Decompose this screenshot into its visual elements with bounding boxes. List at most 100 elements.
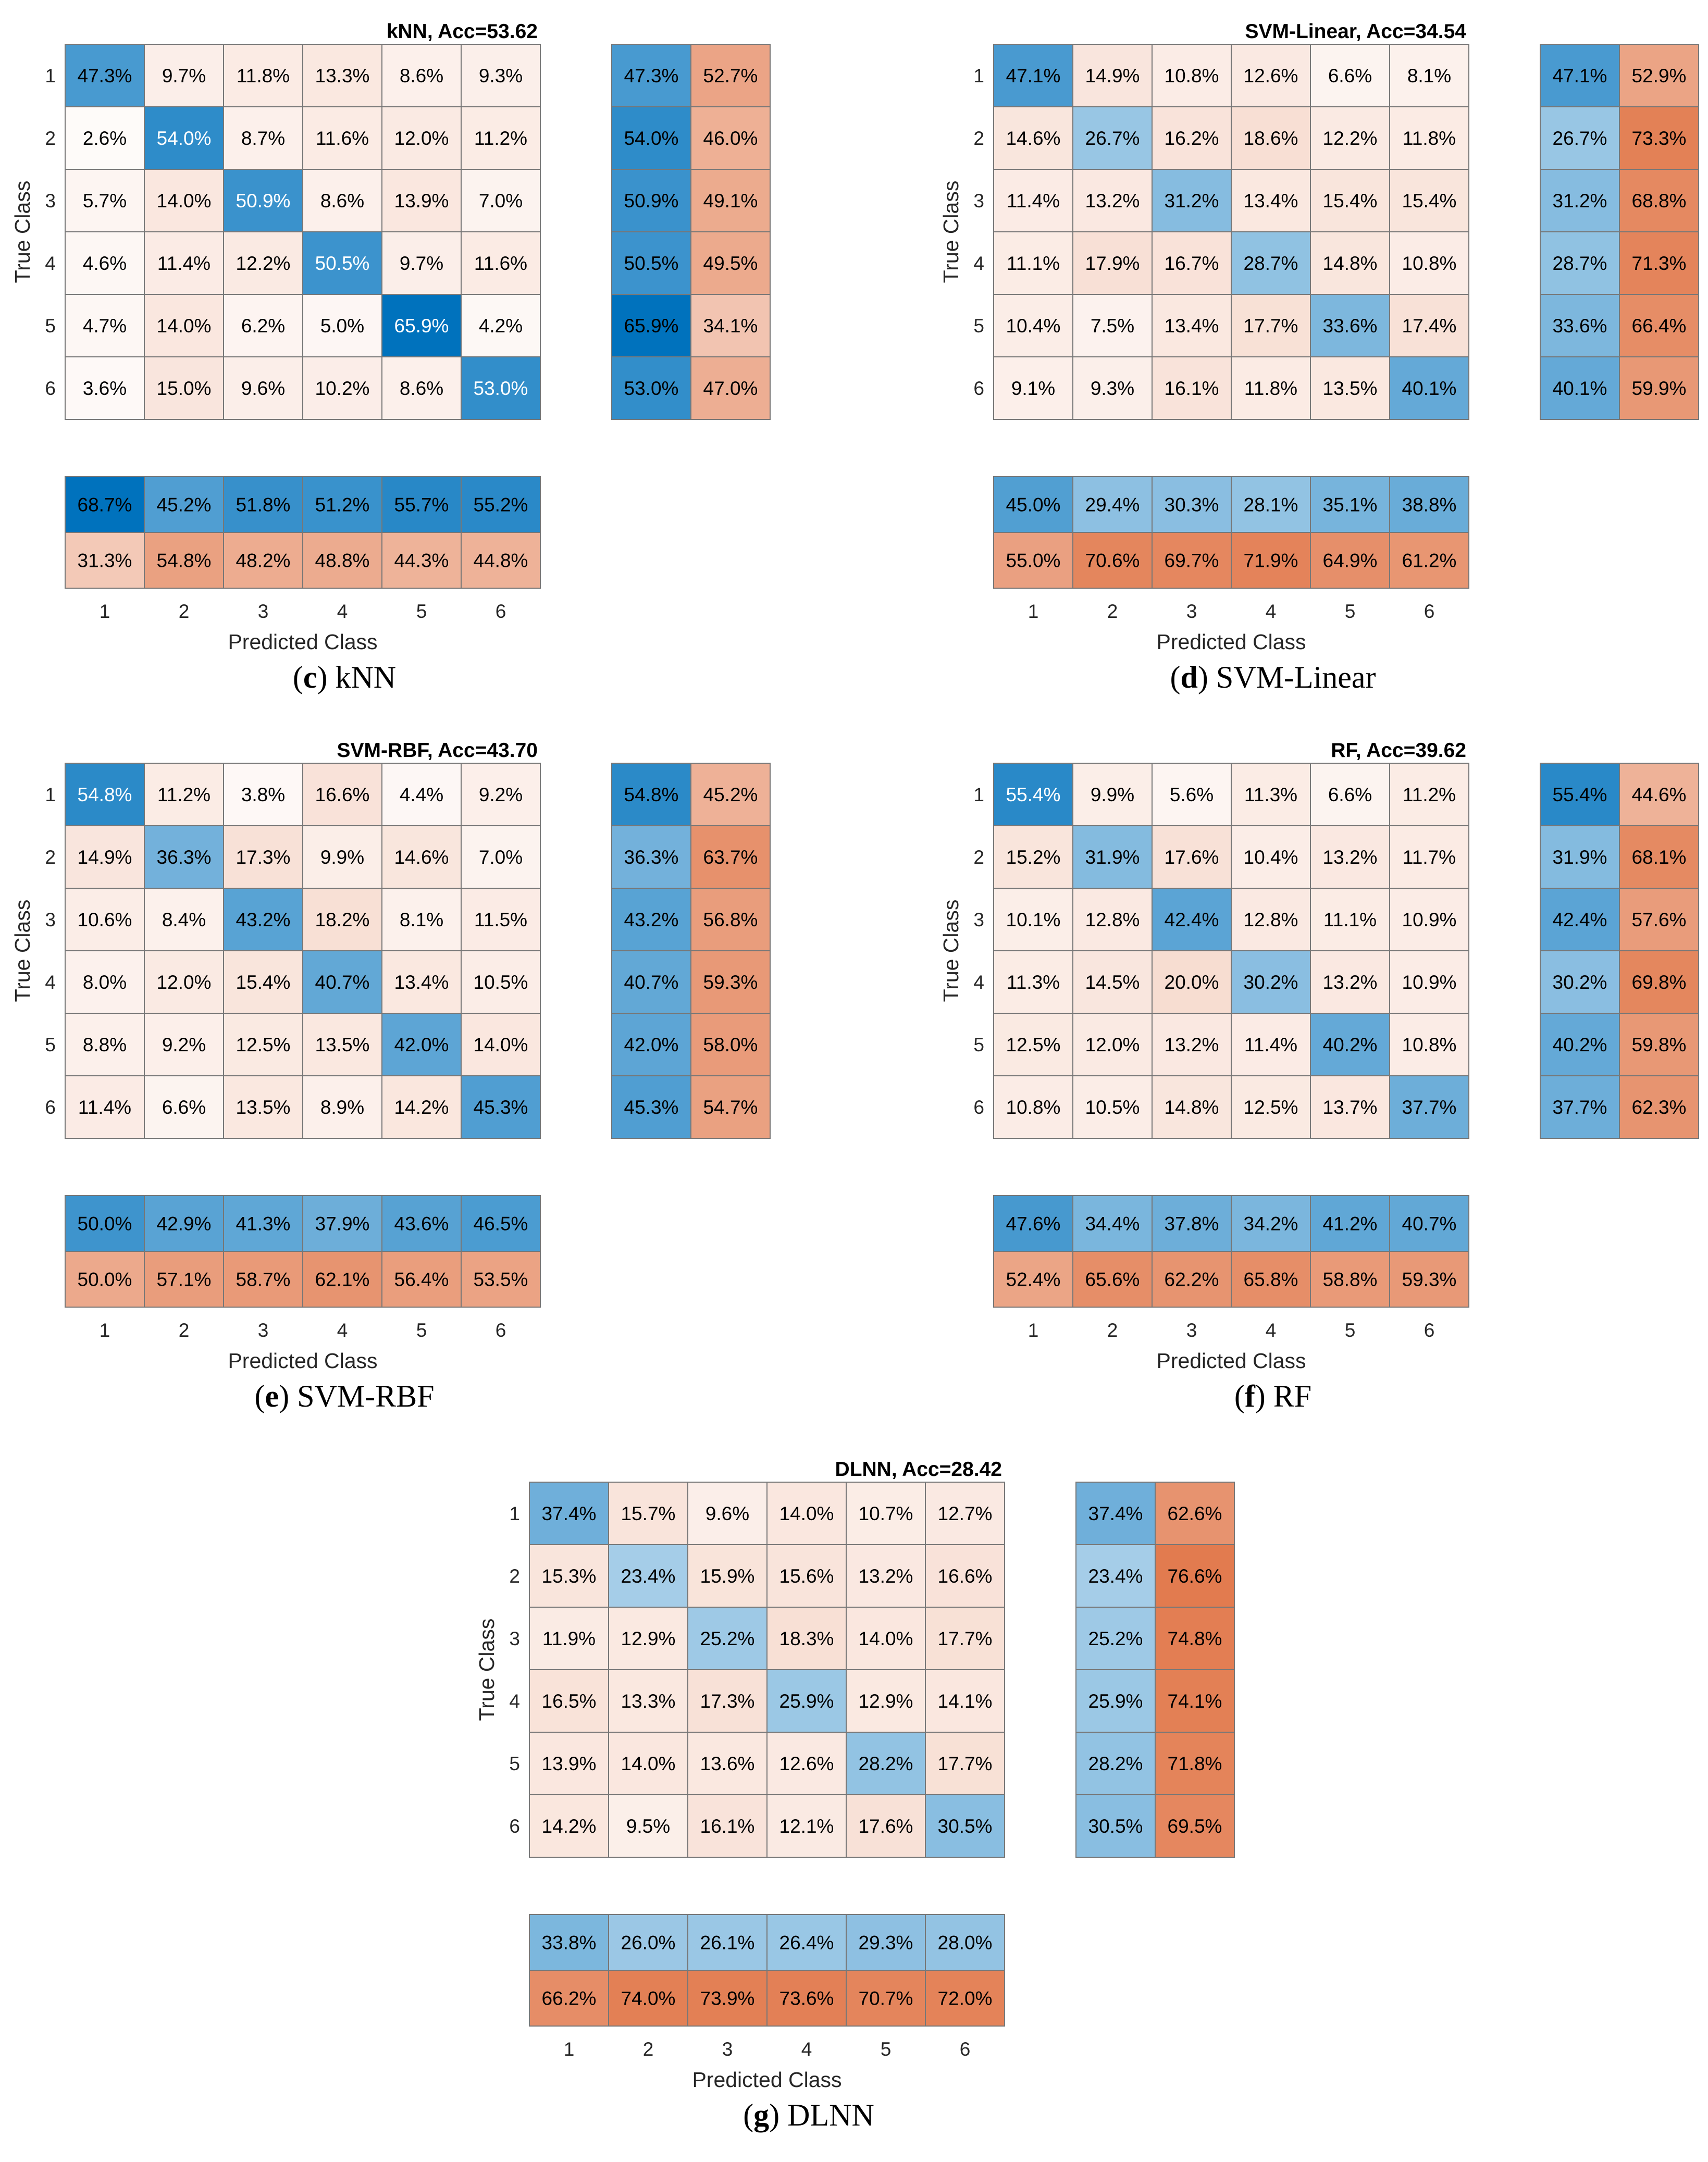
matrix-cell — [1389, 231, 1469, 295]
matrix-cell-label: 10.8% — [1402, 253, 1457, 274]
col-summary-cell — [925, 1970, 1005, 2027]
matrix-cell-label: 11.6% — [316, 128, 369, 149]
matrix-cell — [1231, 231, 1311, 295]
row-summary-label: 58.0% — [703, 1034, 758, 1055]
matrix-cell — [1231, 169, 1311, 232]
matrix-cell-label: 12.1% — [779, 1816, 834, 1837]
matrix-cell — [993, 1075, 1073, 1139]
matrix-cell-label: 8.6% — [400, 65, 443, 86]
matrix-cell — [608, 1669, 688, 1733]
y-tick-label: 5 — [973, 315, 984, 337]
row-summary-label: 50.5% — [624, 253, 679, 274]
caption-close: ) — [317, 660, 335, 694]
chart-title: SVM-RBF, Acc=43.70 — [337, 739, 538, 762]
matrix-cell — [766, 1794, 847, 1858]
matrix-cell — [144, 1075, 224, 1139]
row-summary-label: 37.7% — [1553, 1097, 1607, 1118]
x-tick-label: 1 — [100, 1320, 110, 1341]
col-summary-label: 35.1% — [1323, 494, 1378, 516]
row-summary-cell — [1540, 106, 1620, 170]
row-summary-label: 44.6% — [1632, 784, 1687, 805]
matrix-cell-label: 28.2% — [859, 1753, 913, 1774]
matrix-cell-label: 12.6% — [779, 1753, 834, 1774]
matrix-cell — [381, 356, 462, 420]
matrix-cell-label: 14.6% — [394, 847, 449, 868]
matrix-cell-label: 5.0% — [320, 315, 364, 337]
row-summary-label: 30.5% — [1088, 1816, 1143, 1837]
matrix-cell — [1231, 356, 1311, 420]
matrix-cell-label: 14.0% — [779, 1503, 834, 1524]
col-summary-cell — [687, 1970, 768, 2027]
col-summary-label: 57.1% — [157, 1269, 212, 1290]
row-summary-label: 68.8% — [1632, 190, 1687, 212]
matrix-cell-label: 11.3% — [1244, 784, 1297, 805]
matrix-cell-label: 14.2% — [394, 1097, 449, 1118]
row-summary-cell — [1540, 356, 1620, 420]
matrix-cell-label: 37.7% — [1402, 1097, 1457, 1118]
caption-name: RF — [1273, 1379, 1311, 1413]
matrix-cell-label: 16.1% — [1165, 378, 1219, 399]
row-summary-cell — [1619, 950, 1699, 1014]
row-summary-label: 65.9% — [624, 315, 679, 337]
col-summary-label: 44.3% — [394, 550, 449, 571]
y-tick-label: 3 — [973, 909, 984, 930]
matrix-cell-label: 14.0% — [859, 1628, 913, 1649]
matrix-cell — [302, 44, 382, 107]
matrix-cell — [1310, 825, 1390, 889]
matrix-cell — [302, 169, 382, 232]
row-summary-cell — [1619, 763, 1699, 826]
matrix-cell-label: 14.1% — [938, 1691, 993, 1712]
matrix-cell — [1310, 294, 1390, 357]
row-summary-cell — [1619, 106, 1699, 170]
matrix-cell — [144, 106, 224, 170]
matrix-cell-label: 47.1% — [1006, 65, 1061, 86]
matrix-cell-label: 12.9% — [859, 1691, 913, 1712]
matrix-cell-label: 12.6% — [1244, 65, 1298, 86]
matrix-cell — [1072, 106, 1153, 170]
matrix-cell — [461, 106, 541, 170]
row-summary-label: 34.1% — [703, 315, 758, 337]
matrix-cell-label: 10.4% — [1244, 847, 1298, 868]
matrix-cell — [144, 44, 224, 107]
row-summary-label: 71.8% — [1168, 1753, 1222, 1774]
row-summary-cell — [611, 106, 691, 170]
row-summary-label: 49.5% — [703, 253, 758, 274]
row-summary-cell — [1540, 294, 1620, 357]
matrix-cell — [993, 950, 1073, 1014]
row-summary-label: 46.0% — [703, 128, 758, 149]
matrix-cell — [1310, 1013, 1390, 1076]
matrix-cell-label: 10.5% — [474, 972, 528, 993]
matrix-cell — [1310, 888, 1390, 951]
matrix-cell-label: 15.6% — [779, 1565, 834, 1587]
matrix-cell-label: 8.6% — [320, 190, 364, 212]
row-summary-cell — [1540, 231, 1620, 295]
matrix-cell — [1389, 950, 1469, 1014]
matrix-cell-label: 15.3% — [542, 1565, 597, 1587]
y-tick-label: 1 — [45, 784, 56, 805]
matrix-cell-label: 4.6% — [83, 253, 127, 274]
matrix-cell-label: 12.2% — [236, 253, 291, 274]
matrix-cell-label: 2.6% — [83, 128, 127, 149]
y-tick-label: 4 — [973, 253, 984, 274]
matrix-cell-label: 20.0% — [1165, 972, 1219, 993]
matrix-cell-label: 17.7% — [938, 1628, 993, 1649]
matrix-cell — [461, 763, 541, 826]
col-summary-label: 50.0% — [78, 1269, 132, 1290]
matrix-cell-label: 8.4% — [162, 909, 206, 930]
row-summary-cell — [1540, 950, 1620, 1014]
caption-close: ) — [1255, 1379, 1273, 1413]
matrix-cell — [381, 294, 462, 357]
matrix-cell — [1152, 1075, 1232, 1139]
matrix-cell-label: 54.0% — [157, 128, 212, 149]
matrix-cell — [1072, 356, 1153, 420]
row-summary-label: 74.1% — [1168, 1691, 1222, 1712]
matrix-cell — [144, 763, 224, 826]
matrix-cell — [1389, 44, 1469, 107]
caption-close: ) — [1198, 660, 1216, 694]
row-summary-cell — [1155, 1669, 1235, 1733]
row-summary-cell — [1619, 44, 1699, 107]
matrix-cell — [1389, 1013, 1469, 1076]
row-summary-cell — [1075, 1732, 1156, 1795]
matrix-cell — [993, 825, 1073, 889]
